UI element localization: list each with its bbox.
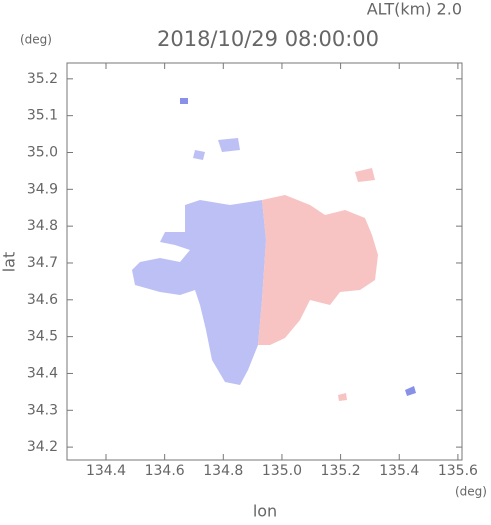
y-tick-label: 34.8 [27,218,58,234]
y-tick-label: 34.2 [27,439,58,455]
x-tick-label: 135.2 [321,463,361,479]
y-tick-label: 35.0 [27,144,58,160]
y-tick-label: 34.3 [27,402,58,418]
y-tick-label: 35.2 [27,71,58,87]
chart-subtitle: ALT(km) 2.0 [367,0,462,19]
x-tick-label: 134.6 [145,463,185,479]
y-axis-label: lat [0,252,19,273]
y-tick-label: 34.6 [27,292,58,308]
chart-title: 2018/10/29 08:00:00 [157,27,379,51]
echo-region-approaching [132,200,266,385]
echo-speck [193,138,240,160]
y-unit: (deg) [20,33,52,47]
x-tick-label: 135.4 [379,463,419,479]
y-tick-label: 34.9 [27,181,58,197]
echo-field [132,98,416,401]
x-tick-label: 134.8 [203,463,243,479]
y-tick-label: 34.4 [27,365,58,381]
x-tick-label: 134.4 [86,463,126,479]
x-tick-label: 135.0 [262,463,302,479]
x-tick-label: 135.6 [438,463,478,479]
x-unit: (deg) [455,485,487,499]
y-tick-label: 34.5 [27,329,58,345]
echo-region-receding [258,195,378,345]
y-tick-label: 34.7 [27,255,58,271]
x-axis-label: lon [253,502,277,521]
y-tick-label: 35.1 [27,108,58,124]
plot-frame [66,62,463,461]
